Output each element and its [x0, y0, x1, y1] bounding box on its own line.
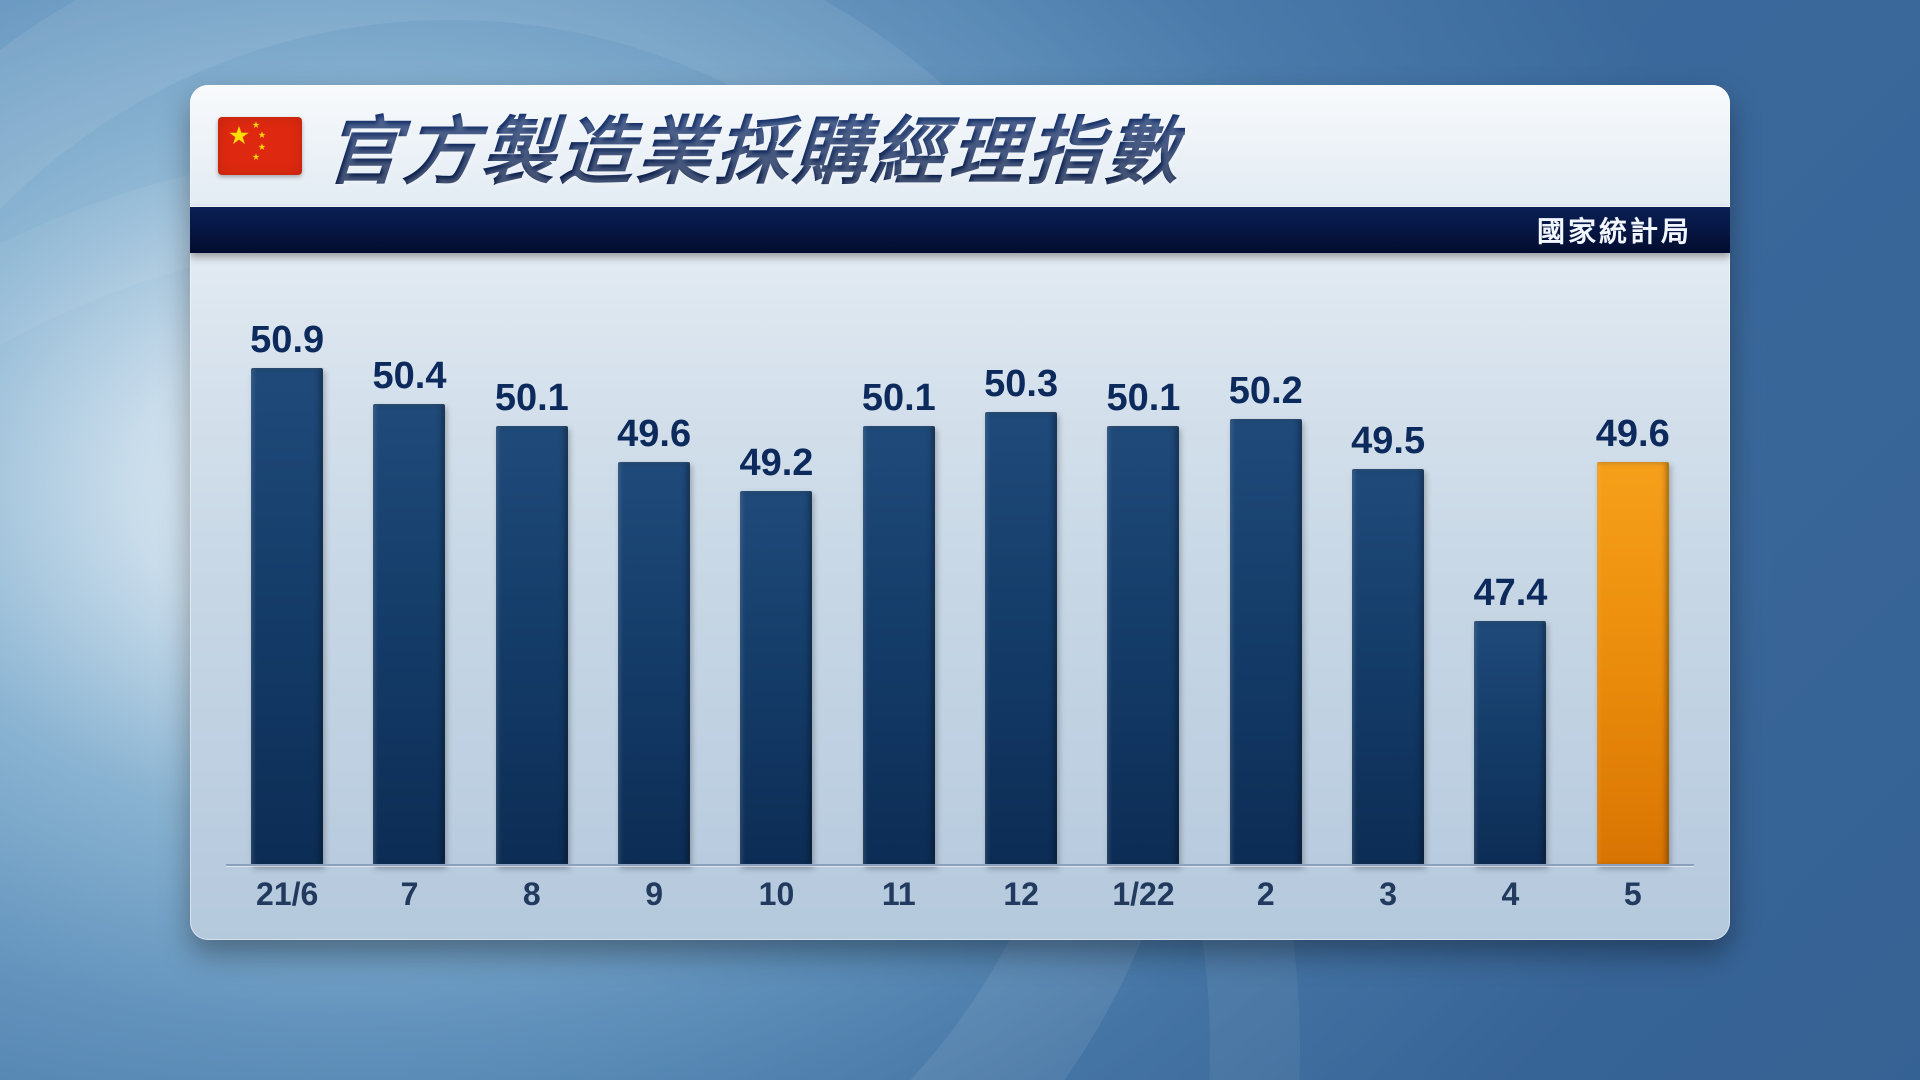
bar — [373, 404, 445, 866]
bar-slot: 50.47 — [348, 355, 470, 866]
bar — [251, 368, 323, 866]
chart-panel: 官方製造業採購經理指數 國家統計局 50.921/650.4750.1849.6… — [190, 85, 1730, 940]
bar-value-label: 50.2 — [1229, 370, 1303, 413]
bar-slot: 49.210 — [715, 442, 837, 866]
bar — [1474, 621, 1546, 866]
china-flag-icon — [218, 117, 302, 175]
bar-slot: 50.921/6 — [226, 319, 348, 866]
flag-star-small-icon — [258, 143, 266, 151]
panel-header: 官方製造業採購經理指數 — [190, 85, 1730, 207]
bar-value-label: 49.6 — [1596, 413, 1670, 456]
bar — [618, 462, 690, 866]
bar-slot: 47.44 — [1449, 572, 1571, 866]
bar-slot: 49.65 — [1572, 413, 1694, 866]
bar-category-label: 2 — [1257, 876, 1275, 913]
bar-value-label: 50.1 — [862, 377, 936, 420]
bar — [1107, 426, 1179, 866]
bar-category-label: 3 — [1379, 876, 1397, 913]
bar-slot: 49.53 — [1327, 420, 1449, 866]
bar — [985, 412, 1057, 866]
bar — [1352, 469, 1424, 866]
flag-star-small-icon — [258, 131, 266, 139]
bar — [1230, 419, 1302, 866]
bar-category-label: 12 — [1003, 876, 1039, 913]
bar-value-label: 47.4 — [1473, 572, 1547, 615]
bar-value-label: 50.9 — [250, 319, 324, 362]
chart-title: 官方製造業採購經理指數 — [322, 92, 1187, 199]
bar-category-label: 1/22 — [1112, 876, 1174, 913]
bar-value-label: 49.2 — [739, 442, 813, 485]
bar-category-label: 8 — [523, 876, 541, 913]
bar-category-label: 7 — [401, 876, 419, 913]
flag-star-small-icon — [252, 121, 260, 129]
bar-slot: 50.22 — [1205, 370, 1327, 866]
bar-slot: 50.111 — [838, 377, 960, 866]
bar-value-label: 50.3 — [984, 363, 1058, 406]
bar-value-label: 50.1 — [1106, 377, 1180, 420]
bar-value-label: 49.6 — [617, 413, 691, 456]
bar-category-label: 5 — [1624, 876, 1642, 913]
flag-star-small-icon — [252, 153, 260, 161]
bar-slot: 49.69 — [593, 413, 715, 866]
chart-area: 50.921/650.4750.1849.6949.21050.11150.31… — [226, 285, 1694, 916]
bar-slot: 50.18 — [471, 377, 593, 866]
source-label: 國家統計局 — [1537, 210, 1692, 250]
bar — [740, 491, 812, 866]
bar — [863, 426, 935, 866]
source-bar: 國家統計局 — [190, 207, 1730, 253]
bar-highlight — [1597, 462, 1669, 866]
flag-star-large-icon — [228, 125, 250, 147]
bar-category-label: 10 — [759, 876, 795, 913]
bar-value-label: 50.4 — [373, 355, 447, 398]
bar-category-label: 4 — [1502, 876, 1520, 913]
bar-slot: 50.312 — [960, 363, 1082, 866]
bar-slot: 50.11/22 — [1082, 377, 1204, 866]
bar-category-label: 11 — [882, 876, 916, 913]
bar-category-label: 21/6 — [256, 876, 318, 913]
bar-value-label: 49.5 — [1351, 420, 1425, 463]
chart-baseline — [226, 864, 1694, 866]
bar-value-label: 50.1 — [495, 377, 569, 420]
bar — [496, 426, 568, 866]
bar-category-label: 9 — [645, 876, 663, 913]
bar-container: 50.921/650.4750.1849.6949.21050.11150.31… — [226, 285, 1694, 866]
